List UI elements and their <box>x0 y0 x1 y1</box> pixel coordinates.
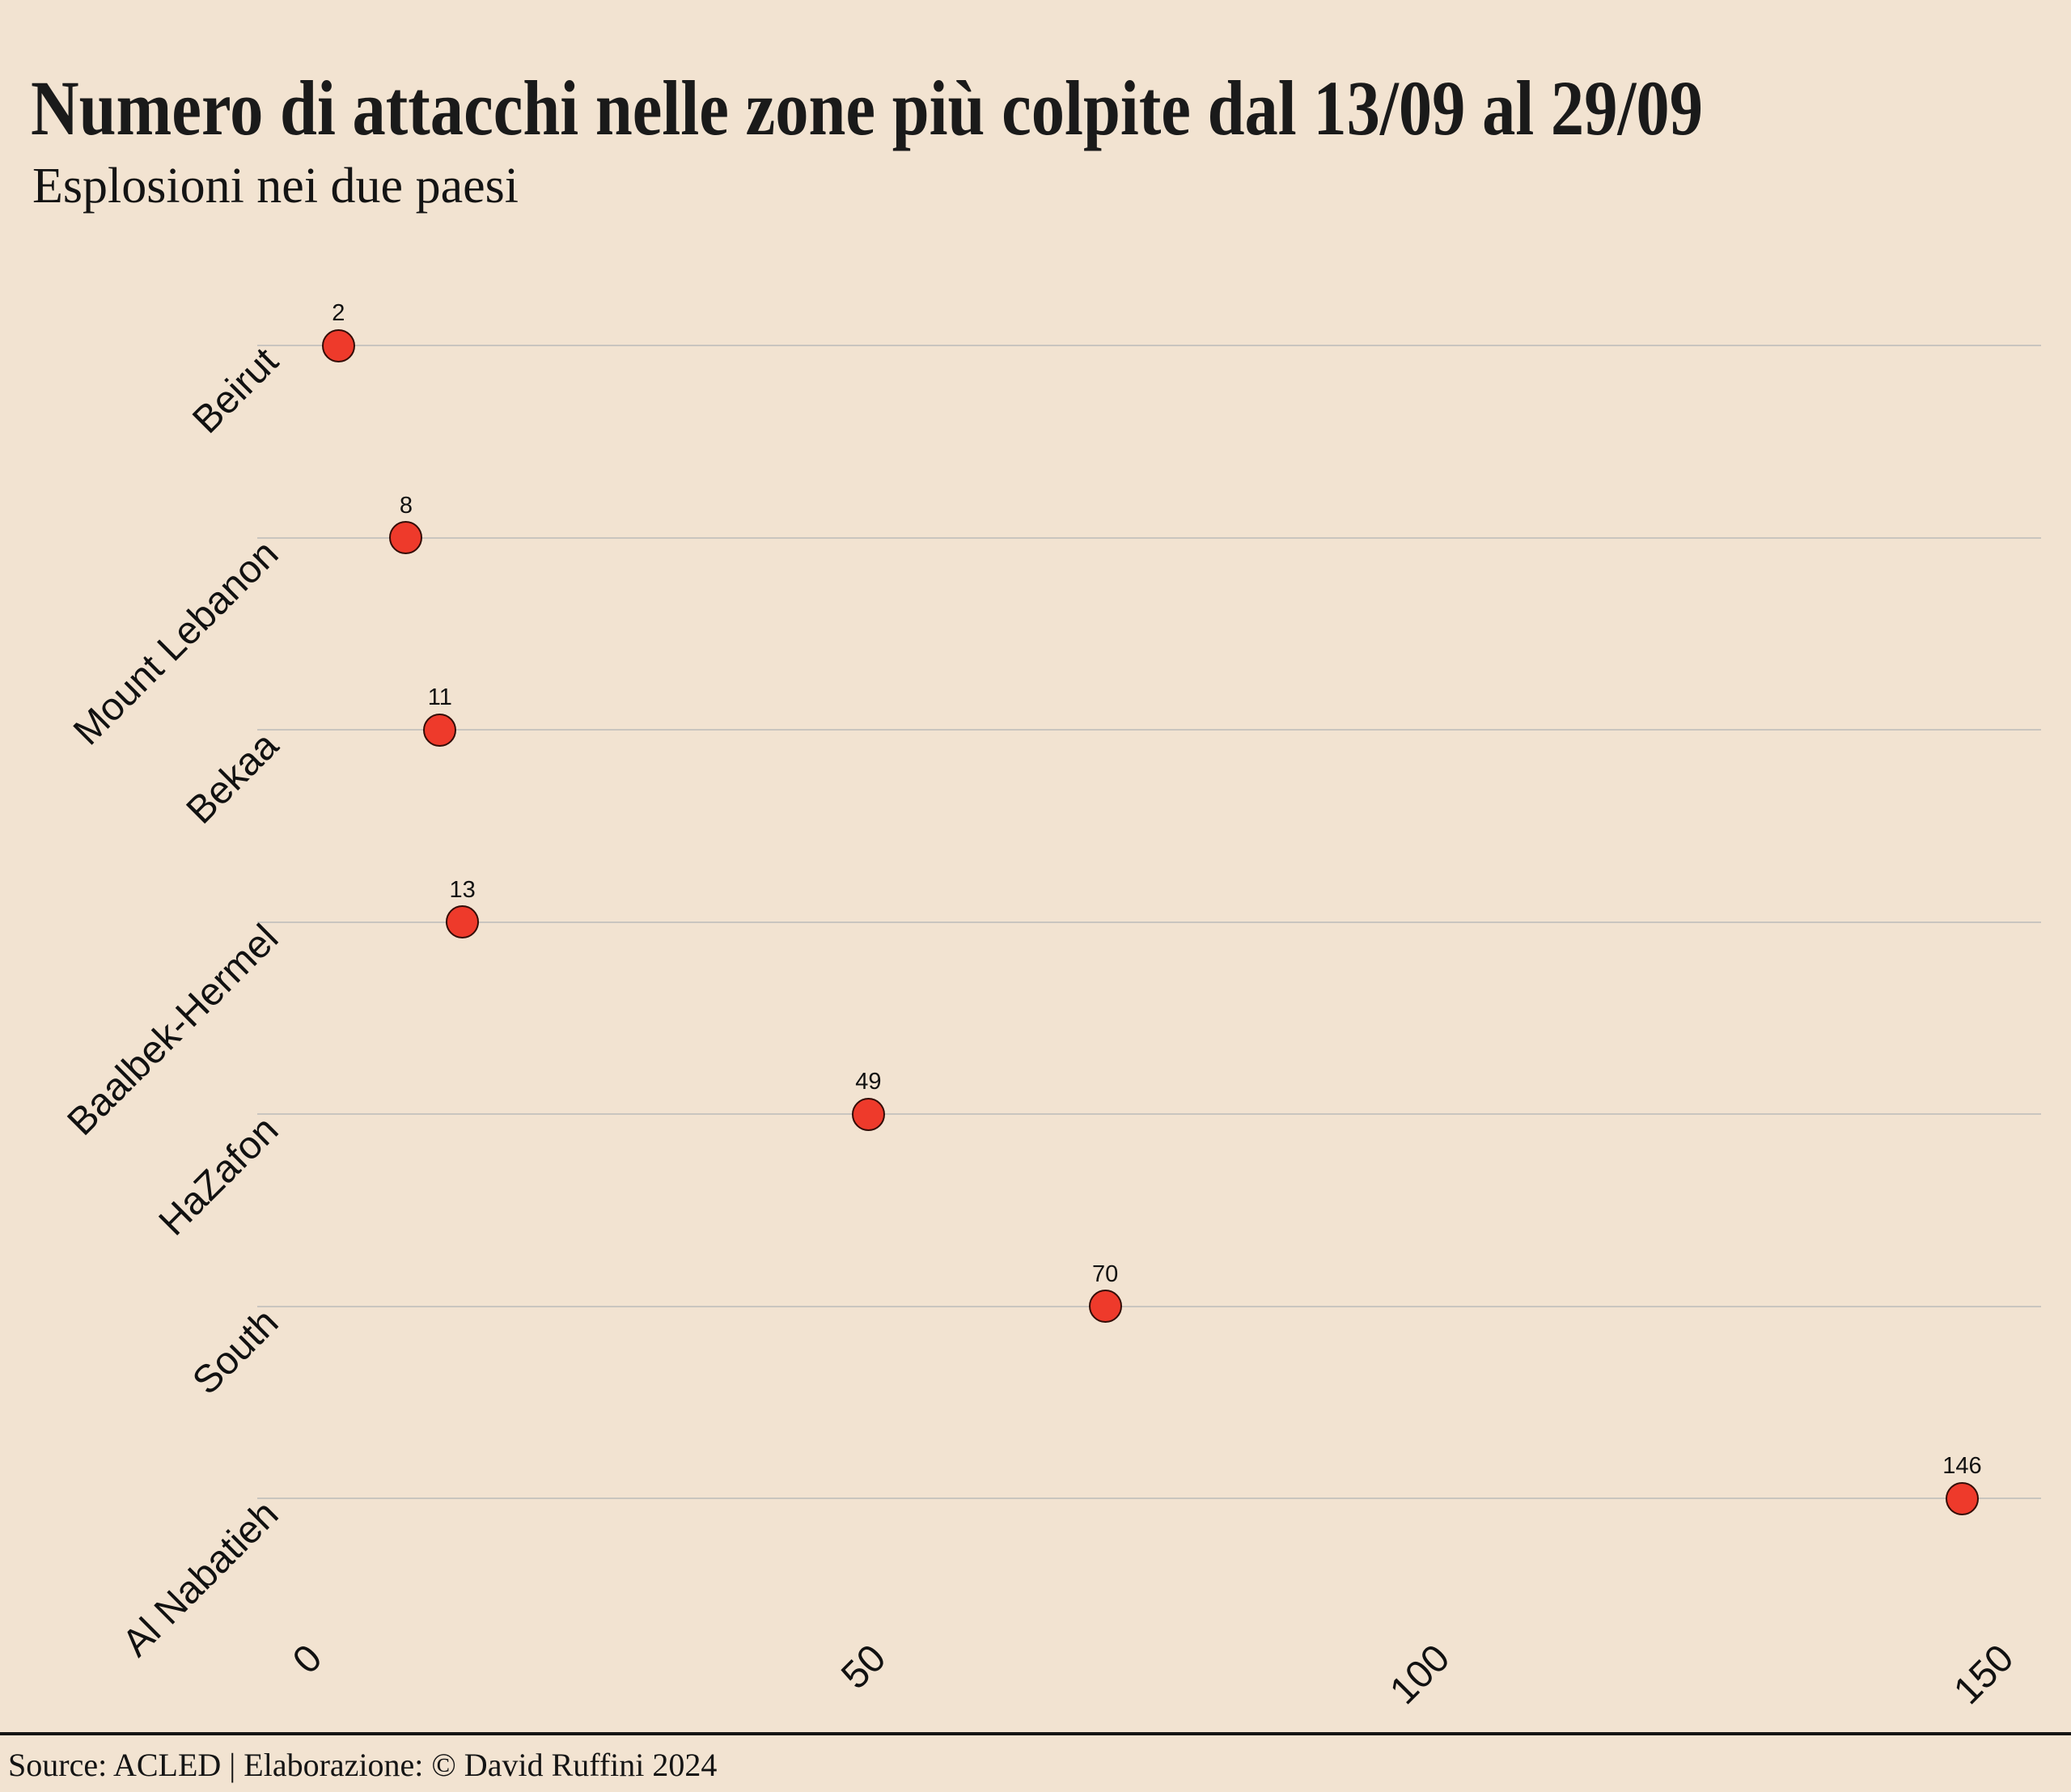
data-point-beirut <box>321 328 355 362</box>
gridline-mount-lebanon <box>257 536 2041 539</box>
gridline-south <box>257 1305 2041 1307</box>
x-tick-label-0: 0 <box>285 1636 331 1683</box>
category-label-beirut: Beirut <box>184 339 287 443</box>
caption-divider <box>0 1732 2071 1735</box>
gridline-baalbek-hermel <box>257 921 2041 923</box>
data-point-hazafon <box>851 1097 885 1131</box>
category-label-al-nabatieh: Al Nabatieh <box>114 1492 287 1665</box>
data-point-mount-lebanon <box>389 521 423 554</box>
gridline-hazafon <box>257 1113 2041 1115</box>
category-label-hazafon: HaZafon <box>150 1108 287 1244</box>
x-tick-label-100: 100 <box>1382 1636 1459 1714</box>
x-tick-label-50: 50 <box>833 1636 895 1698</box>
value-label-hazafon: 49 <box>855 1069 882 1095</box>
value-label-south: 70 <box>1092 1260 1119 1287</box>
category-label-bekaa: Bekaa <box>178 723 287 832</box>
category-label-mount-lebanon: Mount Lebanon <box>66 532 287 753</box>
category-label-baalbek-hermel: Baalbek-Hermel <box>59 916 287 1144</box>
gridline-bekaa <box>257 729 2041 731</box>
data-point-baalbek-hermel <box>446 905 480 938</box>
category-label-south: South <box>184 1300 287 1403</box>
data-point-bekaa <box>423 713 457 747</box>
source-caption: Source: ACLED | Elaborazione: © David Ru… <box>8 1747 718 1783</box>
value-label-bekaa: 11 <box>427 684 452 710</box>
gridline-al-nabatieh <box>257 1498 2041 1499</box>
data-point-al-nabatieh <box>1945 1481 1979 1515</box>
value-label-beirut: 2 <box>332 300 345 326</box>
chart-title: Numero di attacchi nelle zone più colpit… <box>31 65 1703 151</box>
data-point-south <box>1088 1290 1122 1323</box>
value-label-mount-lebanon: 8 <box>399 492 413 519</box>
chart-subtitle: Esplosioni nei due paesi <box>32 159 519 214</box>
gridline-beirut <box>257 345 2041 346</box>
value-label-baalbek-hermel: 13 <box>449 876 476 903</box>
x-tick-label-150: 150 <box>1946 1636 2022 1714</box>
value-label-al-nabatieh: 146 <box>1942 1453 1982 1479</box>
